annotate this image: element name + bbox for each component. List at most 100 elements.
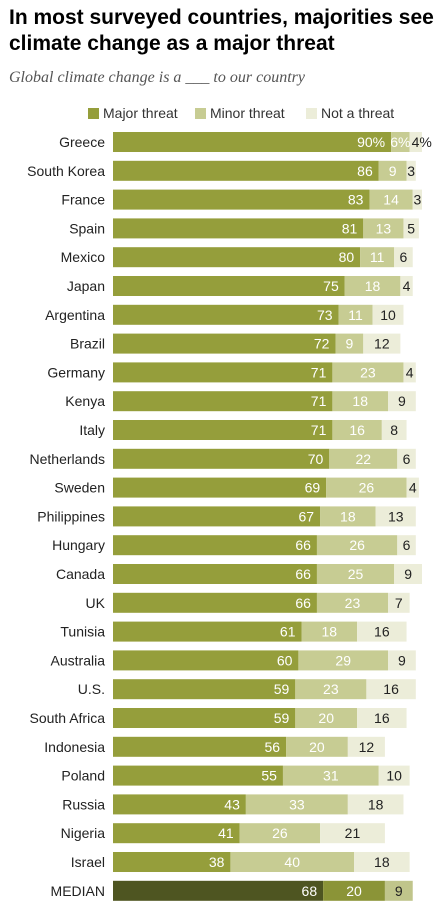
category-label-netherlands: Netherlands	[30, 451, 106, 467]
bar-major-germany	[113, 362, 333, 383]
value-label-minor-netherlands: 22	[356, 451, 372, 467]
bar-not-median	[384, 880, 413, 901]
bar-minor-japan	[344, 276, 401, 296]
bar-not-italy	[381, 420, 407, 440]
legend-item-major: Major threat	[88, 104, 178, 122]
legend-label-minor: Minor threat	[210, 105, 285, 121]
bar-major-uk	[113, 592, 317, 613]
value-label-major-tunisia: 61	[280, 624, 296, 640]
value-label-not-russia: 18	[368, 796, 384, 812]
value-label-not-greece: 4%	[412, 134, 432, 150]
value-label-major-median: 68	[302, 883, 318, 899]
bar-minor-israel	[230, 852, 355, 872]
value-label-minor-france: 14	[383, 192, 399, 208]
bar-minor-south-korea	[378, 160, 407, 181]
value-label-not-argentina: 10	[380, 307, 396, 323]
value-label-not-u-s: 16	[383, 681, 399, 697]
value-label-not-philippines: 13	[388, 508, 404, 524]
value-label-major-u-s: 59	[274, 681, 290, 697]
bar-not-uk	[388, 592, 410, 613]
value-label-minor-poland: 31	[323, 768, 339, 784]
value-label-major-netherlands: 70	[308, 451, 324, 467]
value-label-minor-tunisia: 18	[322, 624, 338, 640]
bar-minor-russia	[245, 794, 348, 815]
legend-label-major: Major threat	[103, 105, 178, 121]
bar-major-argentina	[113, 304, 339, 325]
value-label-major-sweden: 69	[305, 480, 321, 496]
value-label-minor-germany: 23	[360, 364, 376, 380]
value-label-major-italy: 71	[311, 422, 327, 438]
bar-minor-sweden	[326, 477, 407, 498]
category-label-greece: Greece	[59, 134, 105, 150]
bar-minor-brazil	[335, 333, 364, 354]
value-label-not-kenya: 9	[398, 393, 406, 409]
bar-major-russia	[113, 794, 246, 815]
bar-major-mexico	[113, 247, 361, 268]
value-label-major-brazil: 72	[314, 336, 330, 352]
legend-item-not: Not a threat	[306, 104, 394, 122]
value-label-minor-uk: 23	[345, 595, 361, 611]
bar-major-south-africa	[113, 708, 296, 728]
value-label-not-sweden: 4	[409, 480, 417, 496]
chart-title: In most surveyed countries, majorities s…	[9, 6, 434, 55]
bar-not-russia	[347, 794, 404, 815]
value-label-major-philippines: 67	[298, 508, 314, 524]
category-label-indonesia: Indonesia	[44, 739, 105, 755]
category-label-median: MEDIAN	[51, 883, 105, 899]
bar-minor-australia	[298, 650, 389, 671]
value-label-major-nigeria: 41	[218, 825, 234, 841]
bar-minor-philippines	[320, 506, 376, 527]
value-label-major-australia: 60	[277, 652, 293, 668]
bar-not-germany	[403, 362, 416, 383]
value-label-not-hungary: 6	[403, 537, 411, 553]
category-label-kenya: Kenya	[65, 393, 105, 409]
category-label-italy: Italy	[79, 422, 105, 438]
value-label-major-france: 83	[348, 192, 364, 208]
value-label-major-spain: 81	[342, 220, 358, 236]
value-label-major-greece: 90%	[357, 134, 385, 150]
bar-major-south-korea	[113, 160, 379, 181]
bar-minor-greece	[391, 132, 410, 152]
category-label-brazil: Brazil	[70, 336, 105, 352]
value-label-not-netherlands: 6	[403, 451, 411, 467]
category-label-germany: Germany	[47, 364, 105, 380]
value-label-minor-sweden: 26	[359, 480, 375, 496]
value-label-minor-italy: 16	[349, 422, 365, 438]
value-label-not-nigeria: 21	[345, 825, 361, 841]
value-label-major-israel: 38	[209, 854, 225, 870]
category-label-france: France	[61, 192, 105, 208]
legend-swatch-not	[306, 107, 317, 119]
legend-swatch-minor	[195, 107, 206, 119]
category-label-mexico: Mexico	[61, 249, 106, 265]
category-label-argentina: Argentina	[45, 307, 105, 323]
bar-not-greece	[409, 132, 422, 152]
bar-minor-south-africa	[295, 708, 358, 728]
value-label-minor-median: 20	[346, 883, 362, 899]
value-label-major-argentina: 73	[317, 307, 333, 323]
bar-not-hungary	[397, 535, 416, 556]
bar-major-kenya	[113, 391, 333, 412]
value-label-not-tunisia: 16	[374, 624, 390, 640]
bar-not-poland	[378, 765, 410, 786]
bar-minor-indonesia	[286, 736, 348, 757]
value-label-major-poland: 55	[261, 768, 277, 784]
bar-not-kenya	[388, 391, 416, 412]
legend-label-not: Not a threat	[321, 105, 395, 121]
value-label-major-canada: 66	[295, 566, 311, 582]
category-label-south-africa: South Africa	[30, 710, 106, 726]
bar-minor-netherlands	[329, 448, 398, 469]
bar-major-canada	[113, 564, 317, 584]
bar-not-u-s	[366, 679, 416, 700]
bar-minor-tunisia	[301, 621, 358, 642]
bar-major-brazil	[113, 333, 336, 354]
bar-major-israel	[113, 852, 231, 872]
value-label-not-israel: 18	[374, 854, 390, 870]
bar-major-hungary	[113, 535, 317, 556]
category-label-canada: Canada	[56, 566, 105, 582]
bar-not-france	[412, 189, 422, 210]
bar-minor-nigeria	[239, 823, 321, 844]
category-label-japan: Japan	[67, 278, 105, 294]
bar-minor-kenya	[332, 391, 389, 412]
bar-not-spain	[403, 218, 419, 239]
